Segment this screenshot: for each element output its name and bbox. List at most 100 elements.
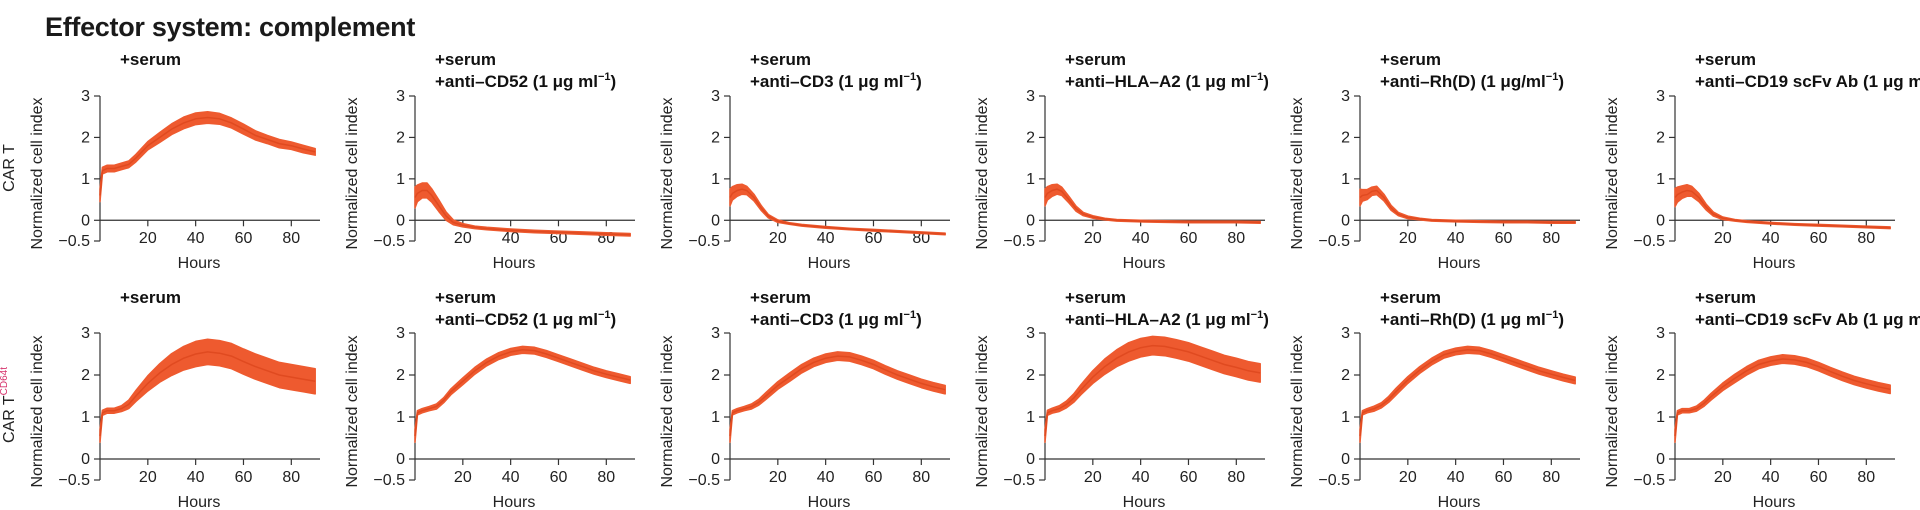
y-tick-label: 2 [711,367,720,384]
panel-title-line-1: +serum [1380,50,1441,69]
x-tick-label: 40 [187,469,205,486]
panel-title-line-1: +serum [1695,288,1756,307]
data-band [414,182,631,237]
panel-title-line-1: +serum [750,50,811,69]
panel-title-line-1: +serum [1695,50,1756,69]
x-tick-label: 40 [187,230,205,247]
panel-title-line-1: +serum [120,288,181,307]
data-band [729,351,946,443]
y-tick-label: 3 [81,325,90,342]
y-tick-label: −0.5 [688,233,720,250]
data-line [1674,189,1891,229]
x-axis-label: Hours [1123,494,1166,510]
row-label-superscript: CD64t [0,367,10,396]
x-tick-label: 20 [769,469,787,486]
panel-title-suffix: ) [1558,310,1564,329]
x-tick-label: 40 [1762,469,1780,486]
y-tick-label: 3 [1656,88,1665,105]
y-tick-label: 0 [1341,212,1350,229]
y-tick-label: −0.5 [373,472,405,489]
y-tick-label: 0 [81,451,90,468]
panel-title-line-2: +anti–HLA–A2 (1 μg ml−1) [1065,71,1269,91]
row-label: CAR T [1,144,18,192]
panel-title-superscript: −1 [1251,71,1264,83]
panel-r1-c6: +serum +anti–CD19 scFv Ab (1 μg ml−1) −0.5… [1604,50,1920,272]
y-tick-label: 3 [396,88,405,105]
x-tick-label: 80 [912,469,930,486]
panel-title-line-1: +serum [1065,50,1126,69]
data-line [99,116,316,196]
row-label-text: CAR T [1,395,18,443]
y-tick-label: 1 [396,171,405,188]
data-line [729,355,946,436]
y-tick-label: 0 [1656,212,1665,229]
y-tick-label: 3 [1026,325,1035,342]
panel-title-line-1: +serum [1065,288,1126,307]
y-tick-label: 1 [1656,171,1665,188]
y-tick-label: 3 [1341,325,1350,342]
y-tick-label: −0.5 [373,233,405,250]
panel-title-line-2: +anti–CD19 scFv Ab (1 μg ml−1) [1695,309,1920,329]
x-tick-label: 20 [139,469,157,486]
y-tick-label: 0 [711,212,720,229]
x-tick-label: 60 [235,469,253,486]
row-label-text: CAR T [1,144,18,192]
x-tick-label: 60 [1495,230,1513,247]
y-tick-label: 1 [1656,409,1665,426]
panel-title-line-2: +anti–CD3 (1 μg ml−1) [750,309,922,329]
data-band [1044,335,1261,443]
row-label: CAR TCD64t [0,367,18,443]
panel-title-suffix: ) [611,310,617,329]
data-line [414,349,631,436]
x-tick-label: 40 [1447,230,1465,247]
y-tick-label: 3 [711,88,720,105]
panel-r1-c2: +serum +anti–CD52 (1 μg ml−1) −0.5 0 1 2 3 20 40… [344,50,635,272]
data-line [99,351,316,436]
panel-r1-c5: +serum +anti–Rh(D) (1 μg/ml−1) −0.5 0 1 2 3 20 4… [1289,50,1580,272]
panel-title-line-2: +anti–CD3 (1 μg ml−1) [750,71,922,91]
y-tick-label: 2 [1656,129,1665,146]
x-tick-label: 80 [282,469,300,486]
x-tick-label: 60 [1495,469,1513,486]
x-tick-label: 20 [1714,230,1732,247]
x-tick-label: 20 [1714,469,1732,486]
x-tick-label: 60 [550,469,568,486]
panel-r1-c3: +serum +anti–CD3 (1 μg ml−1) −0.5 0 1 2 3 20 40 6… [659,50,950,272]
x-tick-label: 40 [817,230,835,247]
panel-title-superscript: −1 [1546,71,1559,83]
y-tick-label: 3 [1341,88,1350,105]
data-line [1044,188,1261,224]
y-tick-label: 0 [396,451,405,468]
panel-title-text: +anti–CD52 (1 μg ml [435,72,598,91]
panel-title-text: +anti–HLA–A2 (1 μg ml [1065,310,1251,329]
data-band [1359,185,1576,224]
x-axis-label: Hours [808,494,851,510]
x-tick-label: 80 [282,230,300,247]
y-tick-label: −0.5 [1003,233,1035,250]
y-tick-label: 3 [81,88,90,105]
y-tick-label: 3 [1026,88,1035,105]
x-tick-label: 40 [1132,230,1150,247]
y-tick-label: 1 [1341,171,1350,188]
data-band [1674,354,1891,443]
x-axis-label: Hours [808,255,851,272]
y-tick-label: −0.5 [1633,233,1665,250]
y-axis-label: Normalized cell index [1604,335,1621,487]
y-tick-label: 2 [1341,367,1350,384]
panel-title-superscript: −1 [598,309,611,321]
x-tick-label: 20 [1084,469,1102,486]
y-tick-label: 1 [711,409,720,426]
x-axis-label: Hours [493,494,536,510]
y-tick-label: 3 [711,325,720,342]
panel-title-line-1: +serum [435,50,496,69]
y-tick-label: −0.5 [1318,472,1350,489]
x-tick-label: 20 [1399,469,1417,486]
x-tick-label: 40 [1762,230,1780,247]
y-tick-label: 2 [81,129,90,146]
panel-r2-c1: +serum −0.5 0 1 2 3 20 40 60 80 Hours Normalized ce… [29,288,320,510]
y-axis-label: Normalized cell index [974,97,991,249]
x-tick-label: 80 [1857,230,1875,247]
y-axis-label: Normalized cell index [659,97,676,249]
y-tick-label: 2 [396,367,405,384]
data-band [1674,183,1891,230]
